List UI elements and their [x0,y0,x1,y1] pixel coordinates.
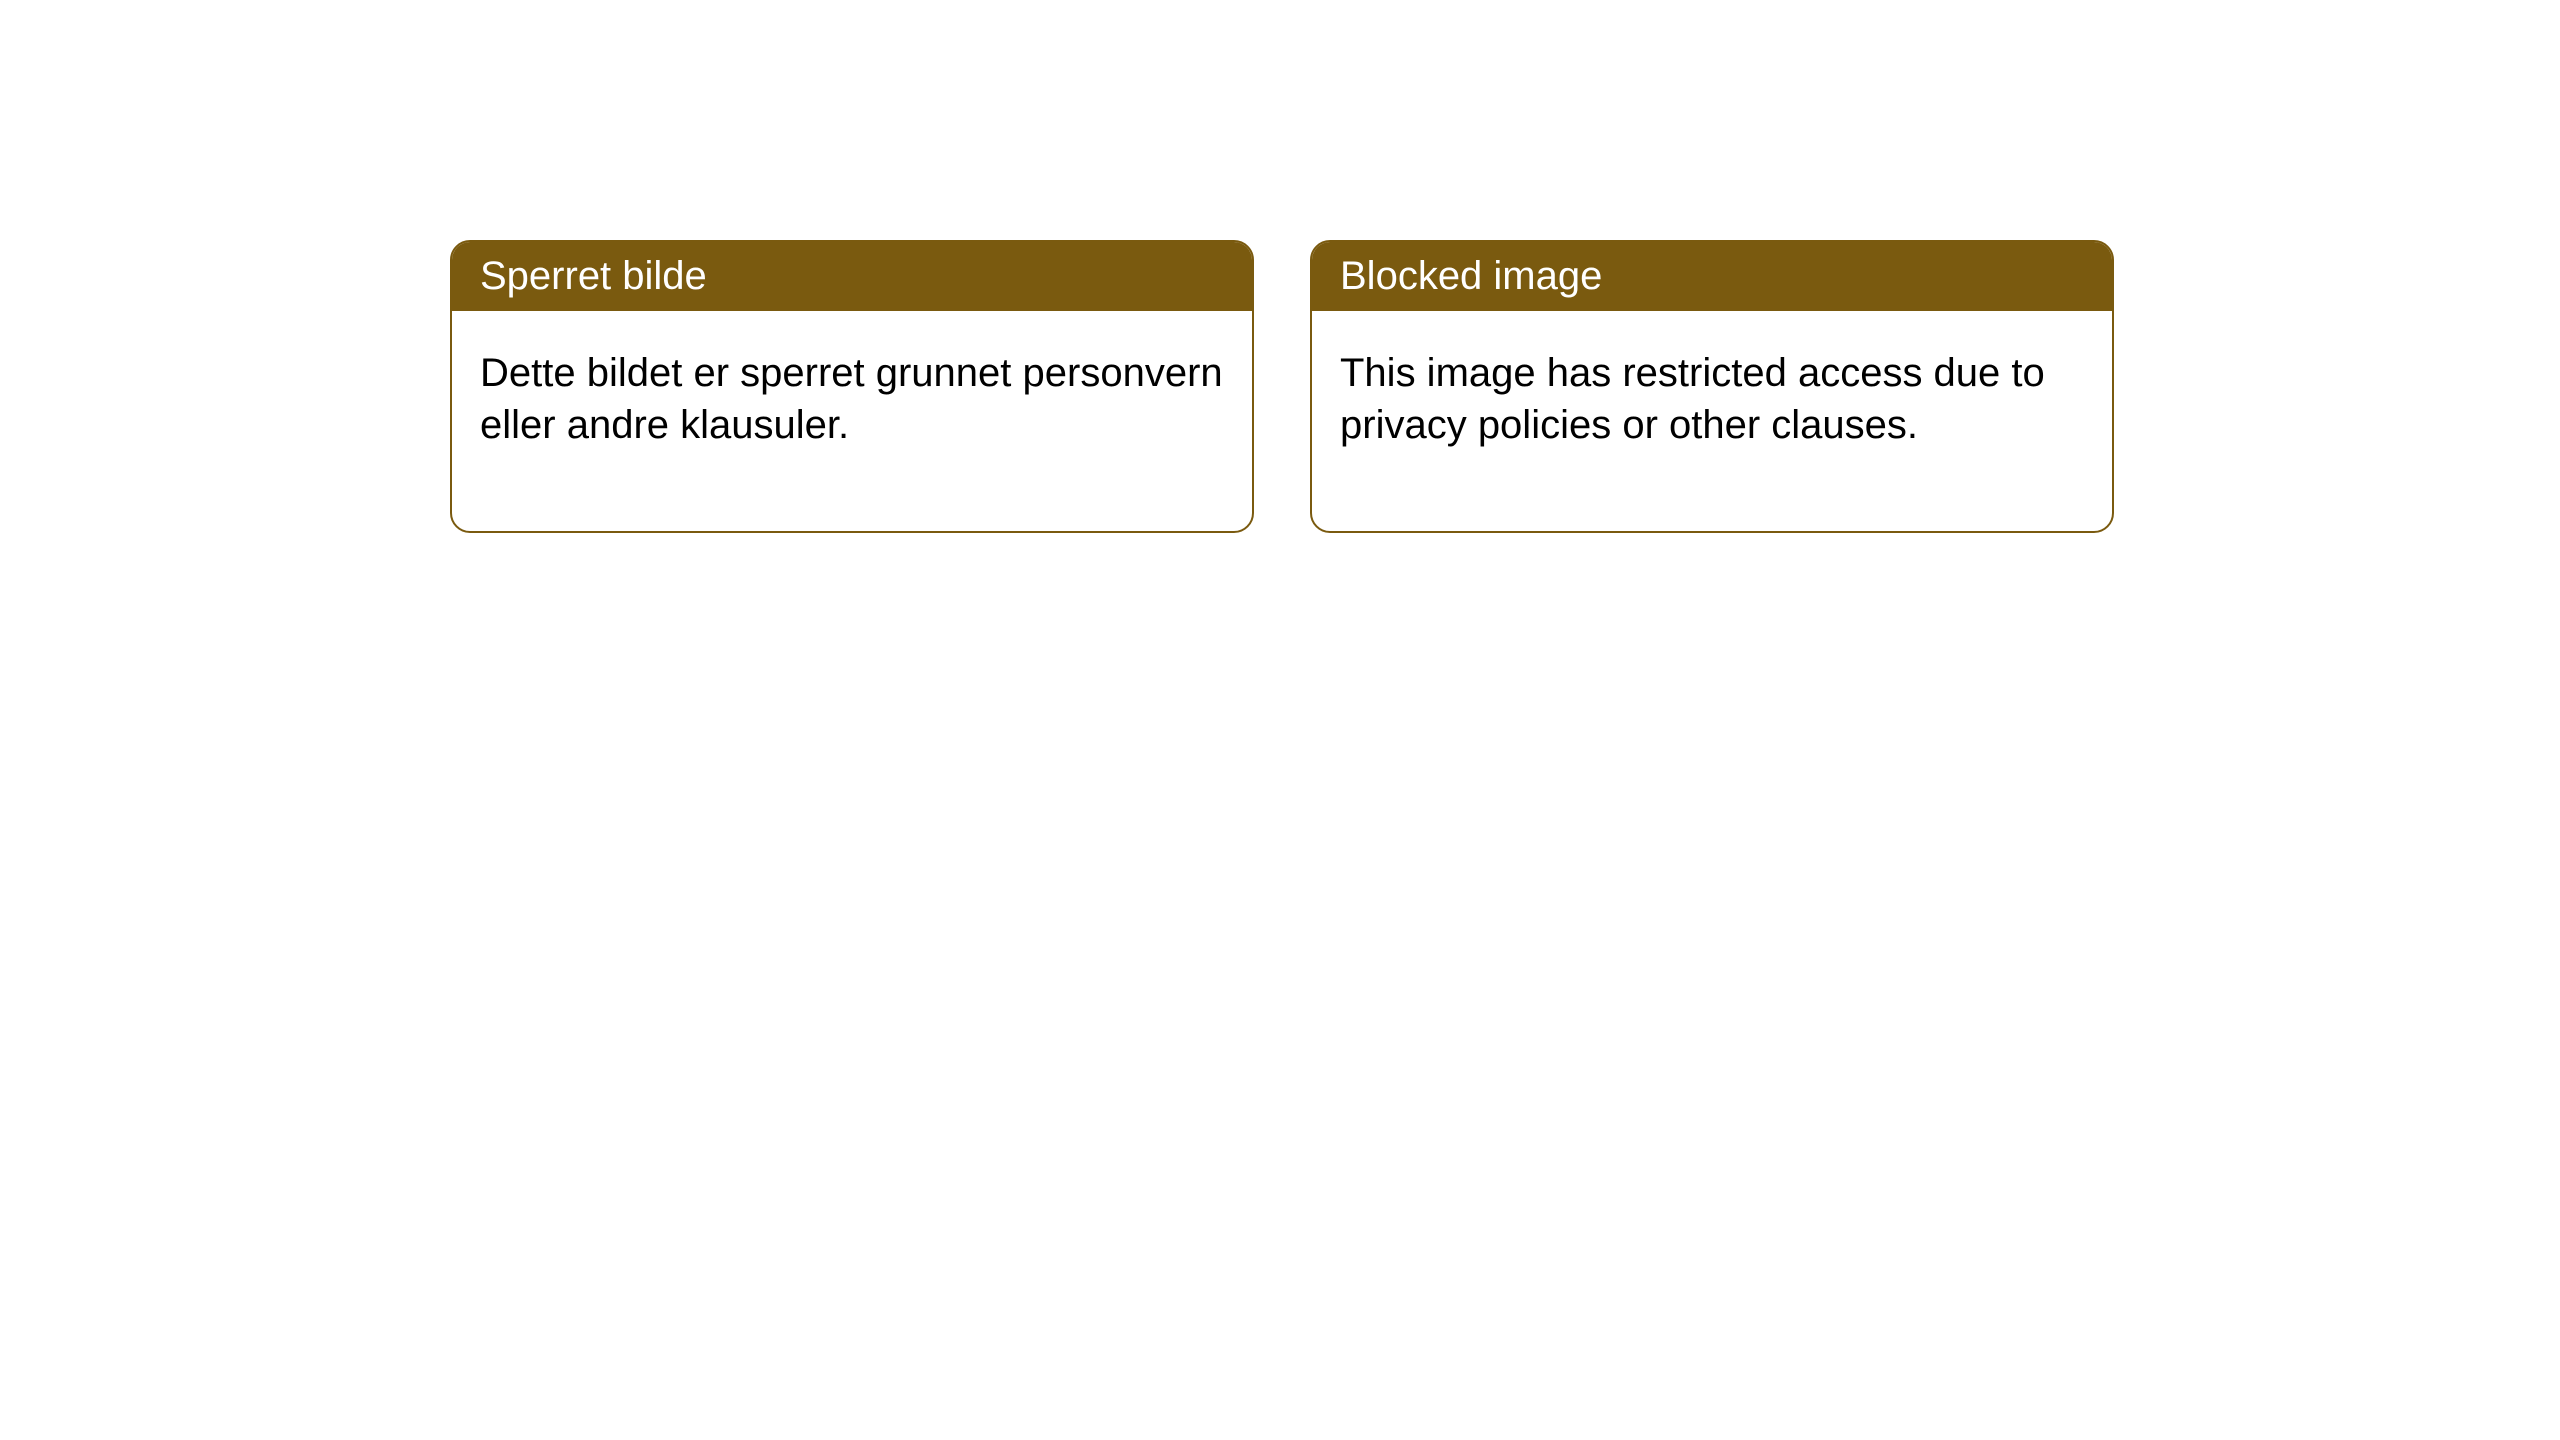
card-norwegian: Sperret bilde Dette bildet er sperret gr… [450,240,1254,533]
cards-container: Sperret bilde Dette bildet er sperret gr… [450,240,2114,533]
card-header-english: Blocked image [1312,242,2112,311]
card-text-english: This image has restricted access due to … [1340,351,2045,447]
card-body-norwegian: Dette bildet er sperret grunnet personve… [452,311,1252,531]
card-header-norwegian: Sperret bilde [452,242,1252,311]
card-text-norwegian: Dette bildet er sperret grunnet personve… [480,351,1223,447]
card-title-english: Blocked image [1340,254,1602,298]
card-body-english: This image has restricted access due to … [1312,311,2112,531]
card-title-norwegian: Sperret bilde [480,254,707,298]
card-english: Blocked image This image has restricted … [1310,240,2114,533]
